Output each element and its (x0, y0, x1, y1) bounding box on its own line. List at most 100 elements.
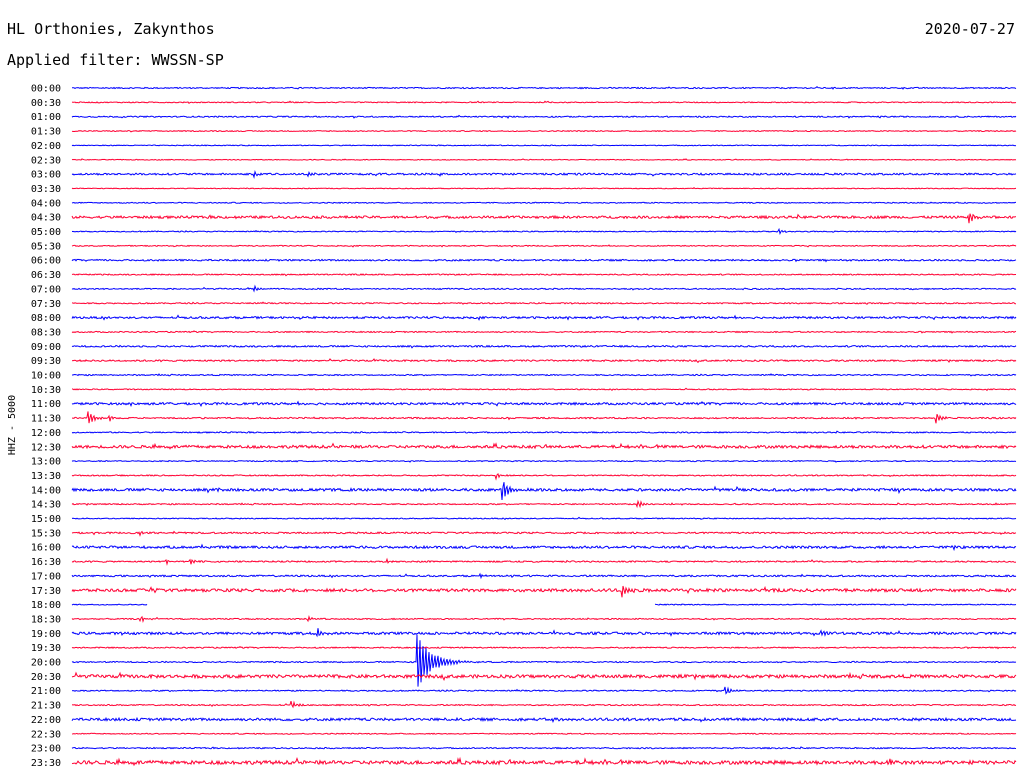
trace-line (71, 358, 1017, 364)
trace-line (71, 628, 1017, 638)
trace-line (71, 284, 1017, 293)
time-label: 21:30 (31, 701, 61, 712)
time-label: 19:30 (31, 643, 61, 654)
trace-line (71, 746, 1017, 750)
trace-line (71, 258, 1017, 263)
trace-line (71, 187, 1017, 190)
time-label: 09:30 (31, 356, 61, 367)
time-label: 22:30 (31, 729, 61, 740)
trace-line (71, 170, 1017, 180)
trace-line (71, 603, 1017, 606)
time-label: 18:00 (31, 600, 61, 611)
trace-line (71, 756, 1017, 767)
trace-line (71, 158, 1017, 161)
trace-line (71, 459, 1017, 463)
trace-line (71, 129, 1017, 133)
date-label: 2020-07-27 (924, 20, 1015, 38)
time-label: 05:30 (31, 241, 61, 252)
trace-line (71, 482, 1017, 501)
trace-line (71, 273, 1016, 277)
trace-line (71, 314, 1017, 321)
time-label: 04:30 (31, 213, 61, 224)
trace-line (71, 213, 1016, 224)
time-label: 10:30 (31, 385, 61, 396)
trace-line (71, 700, 1017, 709)
trace-line (72, 373, 1017, 377)
trace-line (71, 442, 1017, 450)
time-label: 10:00 (31, 371, 61, 382)
trace-line (71, 615, 1017, 624)
trace-line (71, 671, 1017, 682)
time-label: 02:30 (31, 155, 61, 166)
time-label: 22:00 (31, 715, 61, 726)
trace-line (71, 516, 1017, 521)
time-label: 08:30 (31, 327, 61, 338)
time-label: 18:30 (31, 614, 61, 625)
trace-line (71, 716, 1017, 723)
channel-label: HHZ - 5000 (7, 395, 18, 455)
trace-line (71, 472, 1017, 481)
trace-line (71, 244, 1017, 248)
trace-line (71, 585, 1017, 598)
time-label: 21:00 (31, 686, 61, 697)
trace-line (71, 301, 1016, 305)
time-label: 00:00 (31, 84, 61, 95)
time-label: 23:30 (31, 758, 61, 769)
time-label: 11:30 (31, 414, 61, 425)
trace-line (71, 686, 1017, 695)
time-label: 01:00 (31, 112, 61, 123)
time-label: 03:00 (31, 170, 61, 181)
trace-line (71, 344, 1017, 349)
station-title: HL Orthonies, Zakynthos (7, 20, 215, 38)
time-label: 17:30 (31, 586, 61, 597)
time-label: 05:00 (31, 227, 61, 238)
time-label: 08:00 (31, 313, 61, 324)
time-label: 23:00 (31, 744, 61, 755)
trace-line (71, 387, 1017, 392)
trace-line (71, 499, 1017, 509)
time-label: 12:30 (31, 442, 61, 453)
trace-line (71, 543, 1017, 552)
trace-line (71, 557, 1017, 566)
time-label: 11:00 (31, 399, 61, 410)
trace-line (71, 400, 1017, 408)
trace-line (71, 114, 1017, 120)
time-label: 16:00 (31, 543, 61, 554)
time-label: 13:00 (31, 457, 61, 468)
trace-line (71, 330, 1017, 334)
trace-line (71, 732, 1017, 735)
time-label: 09:00 (31, 342, 61, 353)
time-label: 16:30 (31, 557, 61, 568)
trace-line (71, 201, 1016, 205)
trace-line (71, 645, 1017, 650)
time-label: 12:00 (31, 428, 61, 439)
time-label: 07:30 (31, 299, 61, 310)
time-label: 03:30 (31, 184, 61, 195)
time-label: 07:00 (31, 284, 61, 295)
time-label: 06:00 (31, 256, 61, 267)
time-label: 15:00 (31, 514, 61, 525)
time-label: 02:00 (31, 141, 61, 152)
time-label: 01:30 (31, 127, 61, 138)
time-label: 20:00 (31, 658, 61, 669)
time-label: 00:30 (31, 98, 61, 109)
time-label: 14:30 (31, 500, 61, 511)
time-label: 06:30 (31, 270, 61, 281)
time-label: 19:00 (31, 629, 61, 640)
trace-line (71, 144, 1017, 147)
time-label: 14:00 (31, 485, 61, 496)
time-label: 15:30 (31, 528, 61, 539)
trace-line (71, 530, 1017, 537)
time-label: 13:30 (31, 471, 61, 482)
trace-line (72, 411, 1017, 424)
time-label: 04:00 (31, 198, 61, 209)
trace-line (71, 430, 1017, 434)
time-label: 20:30 (31, 672, 61, 683)
trace-line (72, 86, 1017, 90)
filter-label: Applied filter: WWSSN-SP (7, 51, 224, 69)
trace-line (71, 572, 1017, 580)
trace-line (71, 227, 1017, 235)
trace-line (71, 100, 1017, 104)
time-label: 17:00 (31, 571, 61, 582)
